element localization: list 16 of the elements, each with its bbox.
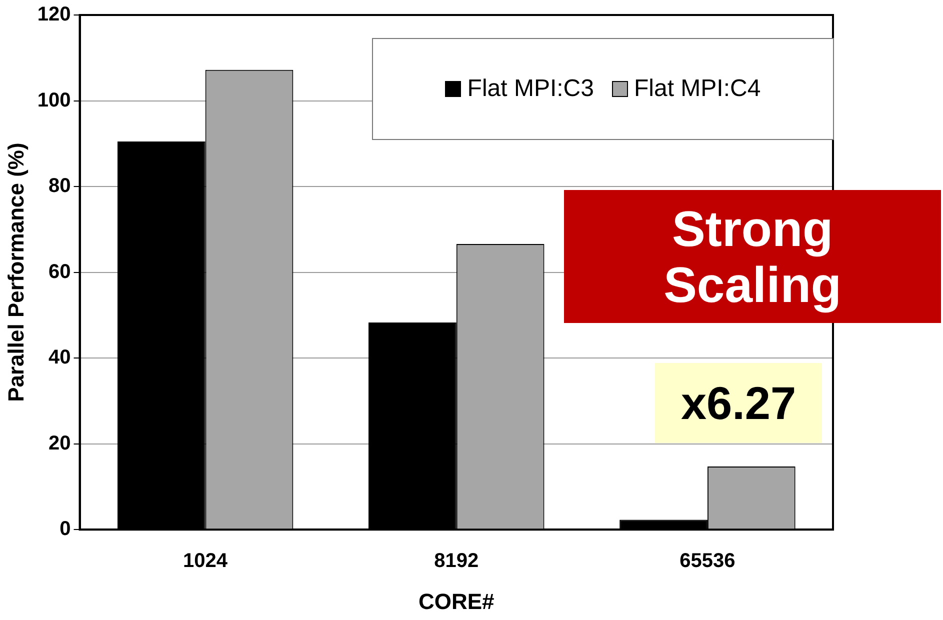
x-axis-title: CORE# bbox=[418, 588, 494, 614]
y-tick-label: 20 bbox=[48, 432, 71, 454]
y-tick-label: 0 bbox=[60, 518, 71, 540]
x-tick-label: 8192 bbox=[434, 550, 479, 572]
y-tick-label: 80 bbox=[48, 175, 71, 198]
legend-label: Flat MPI:C4 bbox=[634, 75, 761, 103]
y-tick-label: 60 bbox=[48, 260, 71, 283]
x-tick-label: 65536 bbox=[680, 550, 736, 572]
x-tick-label: 1024 bbox=[183, 550, 228, 572]
y-tick-label: 120 bbox=[37, 4, 71, 26]
label-panel: Strong Scaling bbox=[564, 190, 941, 323]
y-tick-label: 100 bbox=[37, 89, 71, 112]
y-axis-title: Parallel Performance (%) bbox=[3, 142, 28, 402]
legend-label: Flat MPI:C3 bbox=[467, 75, 594, 103]
callout-panel: x6.27 bbox=[655, 363, 822, 443]
y-tick-label: 40 bbox=[48, 346, 71, 369]
